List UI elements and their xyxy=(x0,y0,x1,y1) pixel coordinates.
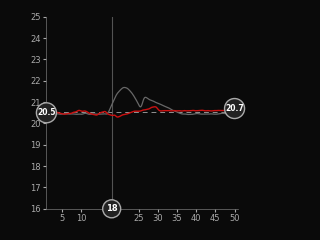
Text: 20.5: 20.5 xyxy=(37,108,56,117)
Text: 18: 18 xyxy=(106,204,117,213)
Text: 20.7: 20.7 xyxy=(225,104,244,113)
